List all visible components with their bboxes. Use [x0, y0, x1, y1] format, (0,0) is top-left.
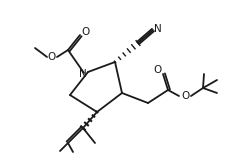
- Text: O: O: [181, 91, 189, 101]
- Text: N: N: [79, 69, 87, 79]
- Text: O: O: [154, 65, 162, 75]
- Text: N: N: [154, 24, 162, 34]
- Text: O: O: [48, 52, 56, 62]
- Text: O: O: [82, 27, 90, 37]
